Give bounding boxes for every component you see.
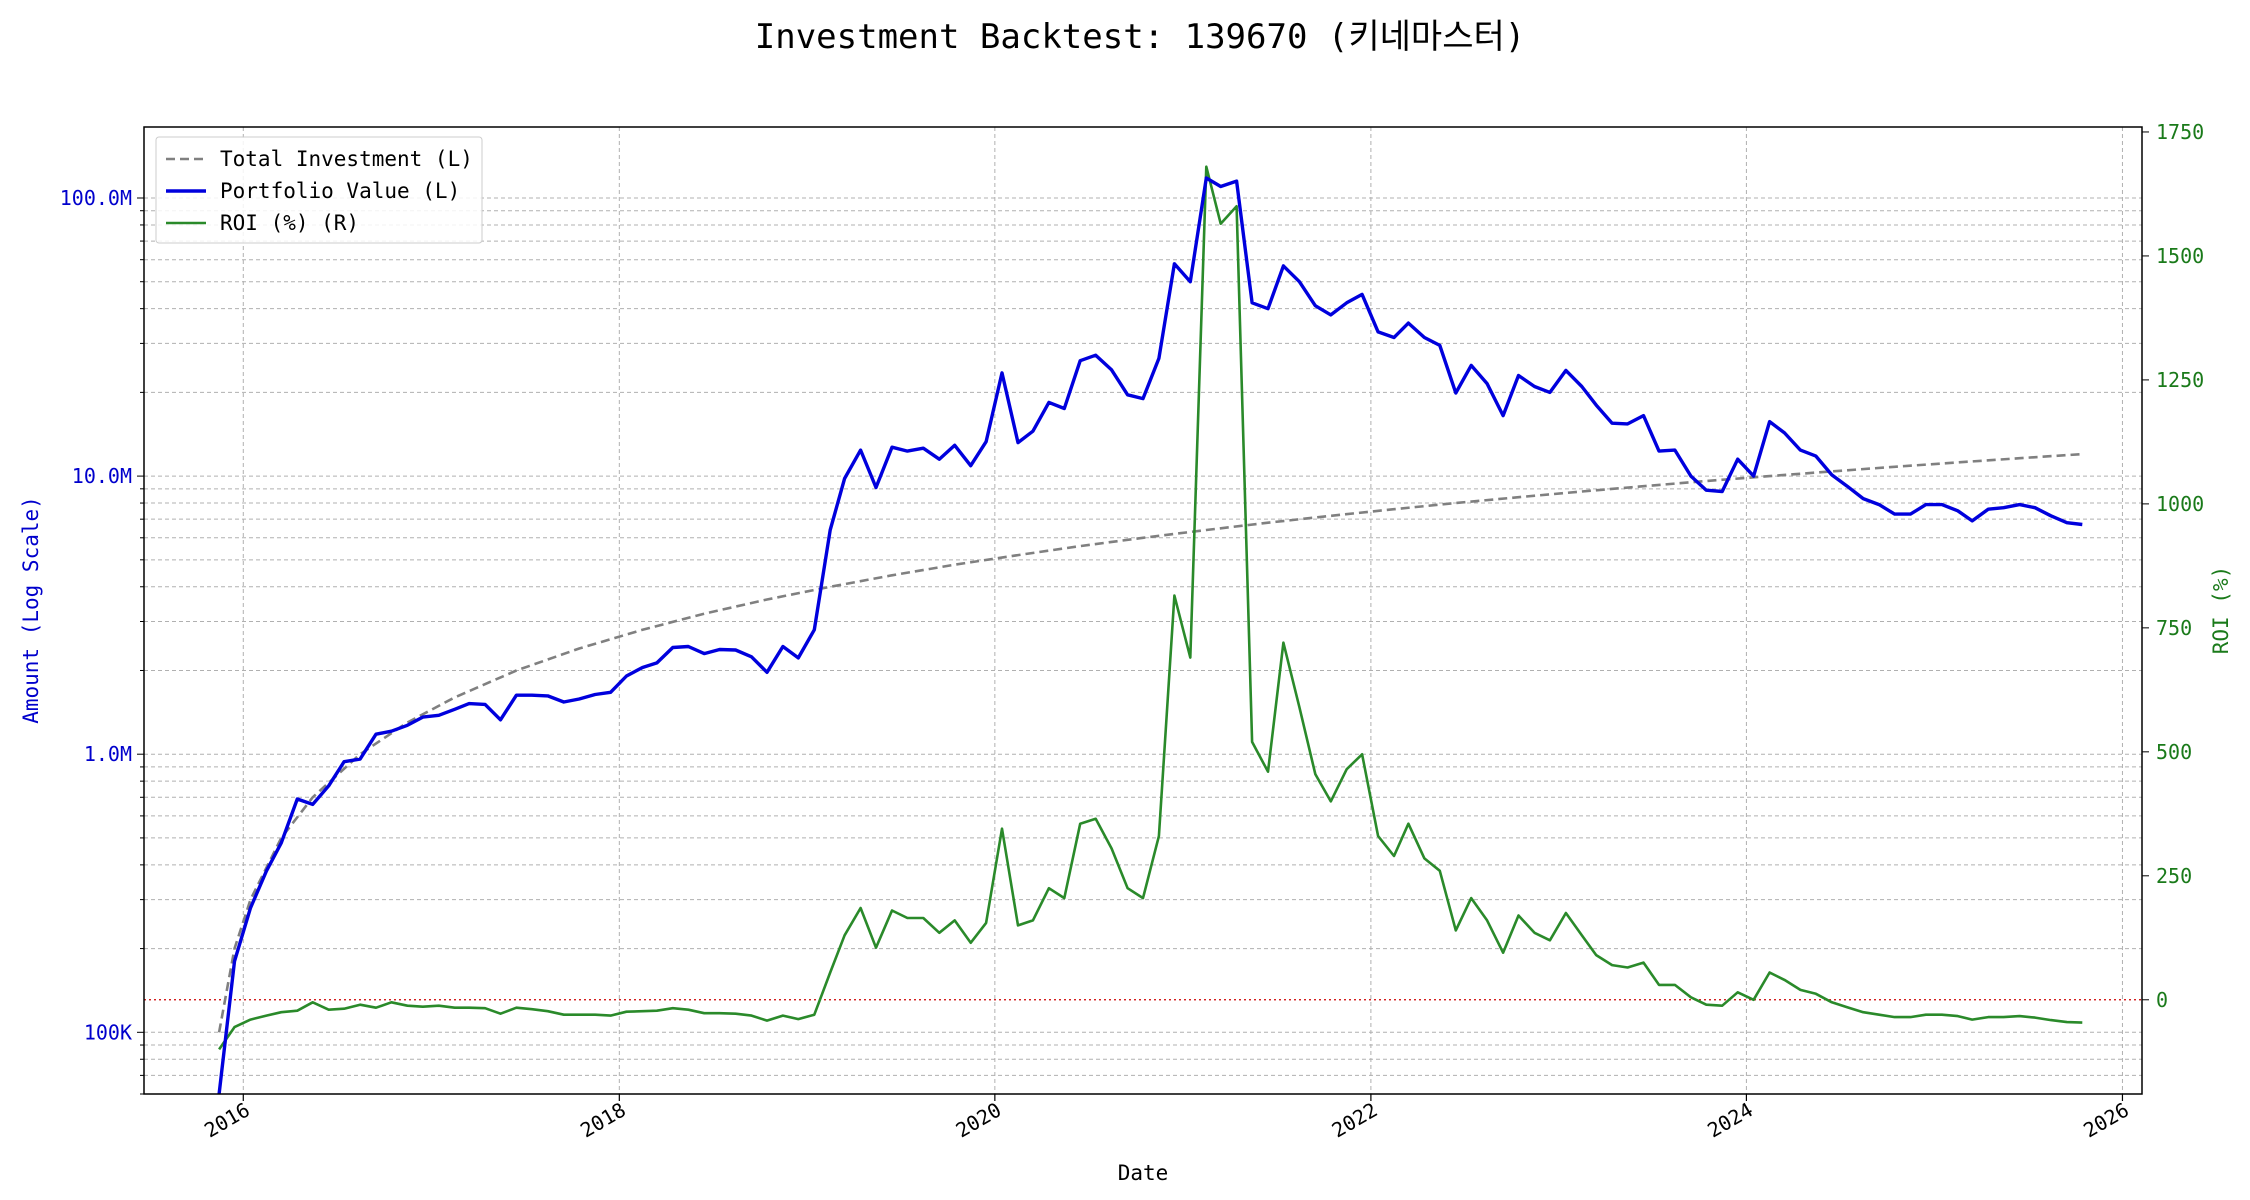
legend-box <box>155 136 483 244</box>
y-left-tick-label: 1.0M <box>84 742 132 766</box>
portfolio-value-line <box>217 176 2083 1094</box>
y-left-tick-label: 100K <box>84 1020 132 1044</box>
y-axis-right-label: ROI (%) <box>2209 566 2233 655</box>
y-right-tick-label: 500 <box>2156 740 2192 764</box>
y-right-tick-label: 750 <box>2156 616 2192 640</box>
grid-layer <box>144 127 2142 1095</box>
y-right-tick-label: 1750 <box>2156 120 2204 144</box>
x-axis-label: Date <box>1118 1161 1169 1185</box>
legend-entry-label: ROI (%) (R) <box>220 211 359 235</box>
plot-frame <box>143 126 2143 1095</box>
y-right-tick-label: 1250 <box>2156 368 2204 392</box>
y-right-tick-label: 250 <box>2156 864 2192 888</box>
y-right-tick-label: 1000 <box>2156 492 2204 516</box>
y-left-tick-label: 10.0M <box>72 464 132 488</box>
legend-entry-label: Total Investment (L) <box>220 147 473 171</box>
legend-entry-label: Portfolio Value (L) <box>220 179 460 203</box>
series-layer <box>217 165 2083 1094</box>
y-right-tick-label: 1500 <box>2156 244 2204 268</box>
roi-line <box>218 165 2083 1051</box>
chart-title: Investment Backtest: 139670 (키네마스터) <box>755 17 1526 57</box>
total-investment-line <box>217 452 2083 1033</box>
legend: Total Investment (L) Portfolio Value (L) R… <box>155 136 483 244</box>
y-axis-left-label: Amount (Log Scale) <box>19 496 43 724</box>
y-left-tick-label: 100.0M <box>60 186 132 210</box>
y-right-tick-label: 0 <box>2156 988 2168 1012</box>
